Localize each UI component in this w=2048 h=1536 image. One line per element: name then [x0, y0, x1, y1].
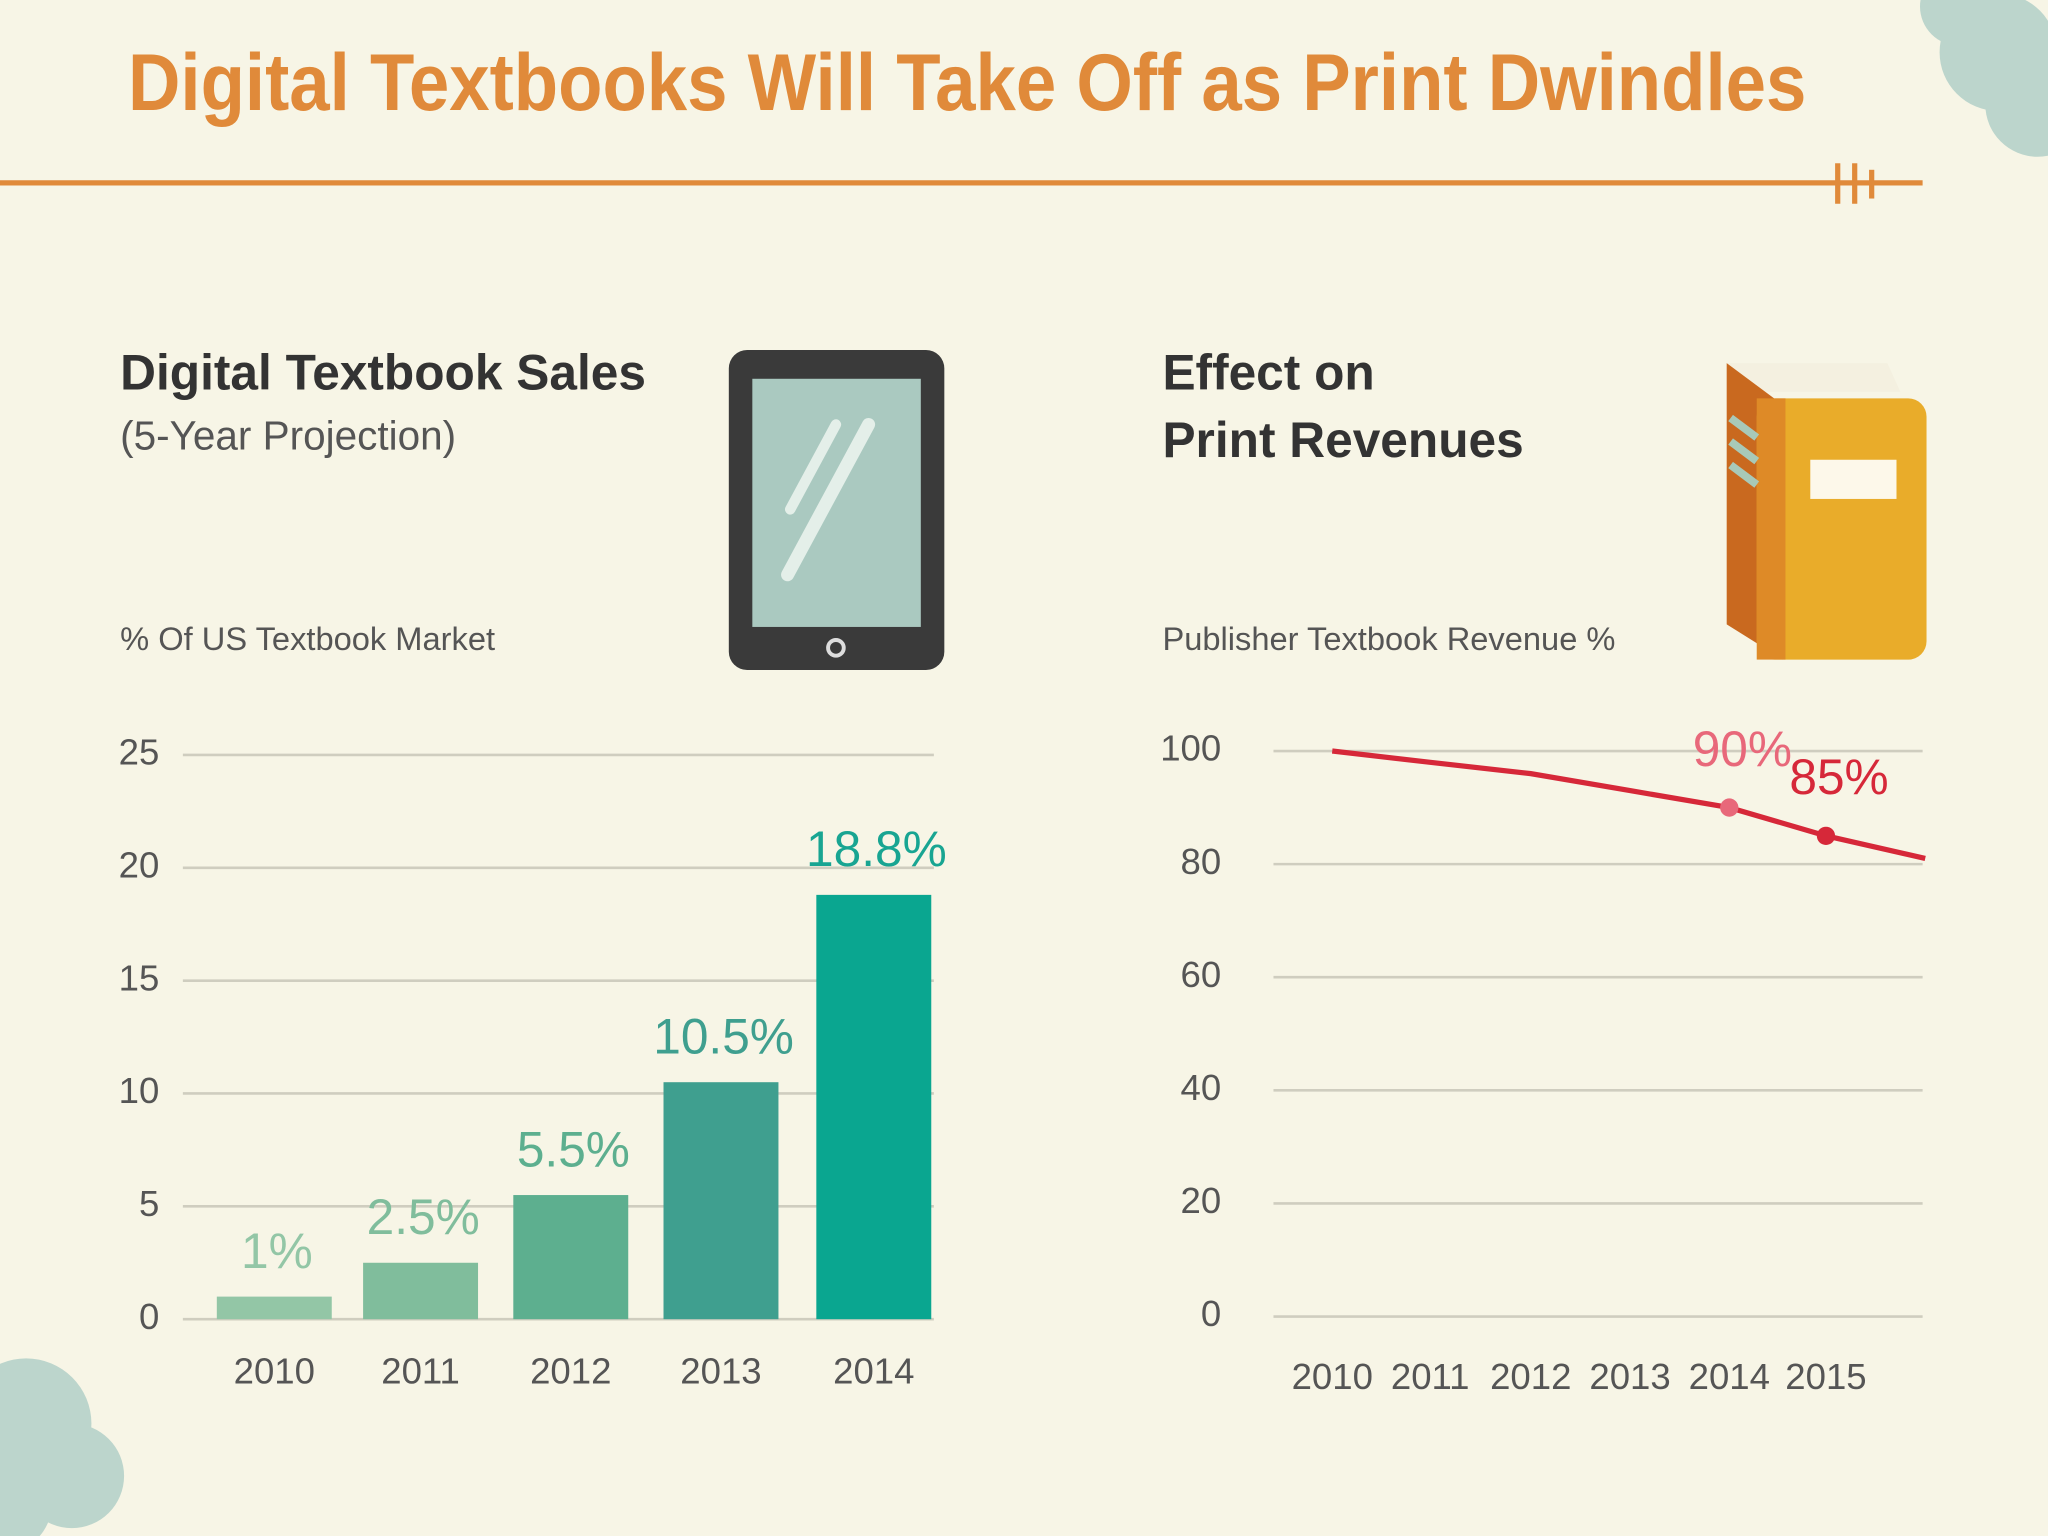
x-tick-label: 2010 — [1292, 1356, 1373, 1397]
y-tick-label: 5 — [139, 1183, 159, 1224]
y-tick-label: 40 — [1181, 1067, 1222, 1108]
x-tick-label: 2012 — [1490, 1356, 1571, 1397]
chart-subtitle: (5-Year Projection) — [120, 413, 456, 459]
y-tick-label: 20 — [119, 844, 160, 885]
tablet-icon — [728, 350, 945, 671]
x-tick-label: 2011 — [1391, 1356, 1470, 1397]
x-tick-label: 2012 — [530, 1351, 611, 1392]
bar — [216, 1296, 332, 1320]
bar — [363, 1262, 479, 1320]
book-icon — [1726, 363, 1927, 660]
point — [1816, 826, 1836, 845]
y-tick-label: 25 — [119, 732, 160, 773]
point — [1720, 798, 1739, 817]
data-label: 1% — [241, 1223, 313, 1279]
chart-title: Effect on — [1162, 344, 1374, 400]
y-tick-label: 100 — [1160, 728, 1221, 769]
y-tick-label: 60 — [1181, 954, 1222, 995]
y-axis-label: % Of US Textbook Market — [120, 620, 495, 657]
x-tick-label: 2015 — [1785, 1356, 1866, 1397]
y-tick-label: 0 — [1201, 1293, 1221, 1334]
data-label: 10.5% — [653, 1009, 794, 1065]
bar — [663, 1082, 779, 1320]
y-tick-label: 10 — [119, 1070, 160, 1111]
chart-title: Print Revenues — [1162, 412, 1523, 468]
bar — [513, 1195, 629, 1320]
x-tick-label: 2010 — [234, 1351, 315, 1392]
x-tick-label: 2014 — [833, 1351, 914, 1392]
data-label: 2.5% — [367, 1189, 480, 1245]
x-tick-label: 2013 — [1589, 1356, 1670, 1397]
data-label: 5.5% — [517, 1121, 630, 1177]
data-label: 18.8% — [806, 821, 947, 877]
x-tick-label: 2013 — [680, 1351, 761, 1392]
chart-title: Digital Textbook Sales — [120, 344, 646, 400]
page-title: Digital Textbooks Will Take Off as Print… — [128, 38, 1806, 128]
y-tick-label: 15 — [119, 957, 160, 998]
bar — [816, 894, 932, 1320]
x-tick-label: 2011 — [381, 1351, 460, 1392]
data-label: 90% — [1693, 721, 1792, 777]
y-axis-label: Publisher Textbook Revenue % — [1162, 620, 1615, 657]
x-tick-label: 2014 — [1689, 1356, 1770, 1397]
y-tick-label: 80 — [1181, 841, 1222, 882]
data-label: 85% — [1789, 749, 1888, 805]
y-tick-label: 20 — [1181, 1180, 1222, 1221]
y-tick-label: 0 — [139, 1296, 159, 1337]
title-rule — [0, 163, 1923, 204]
